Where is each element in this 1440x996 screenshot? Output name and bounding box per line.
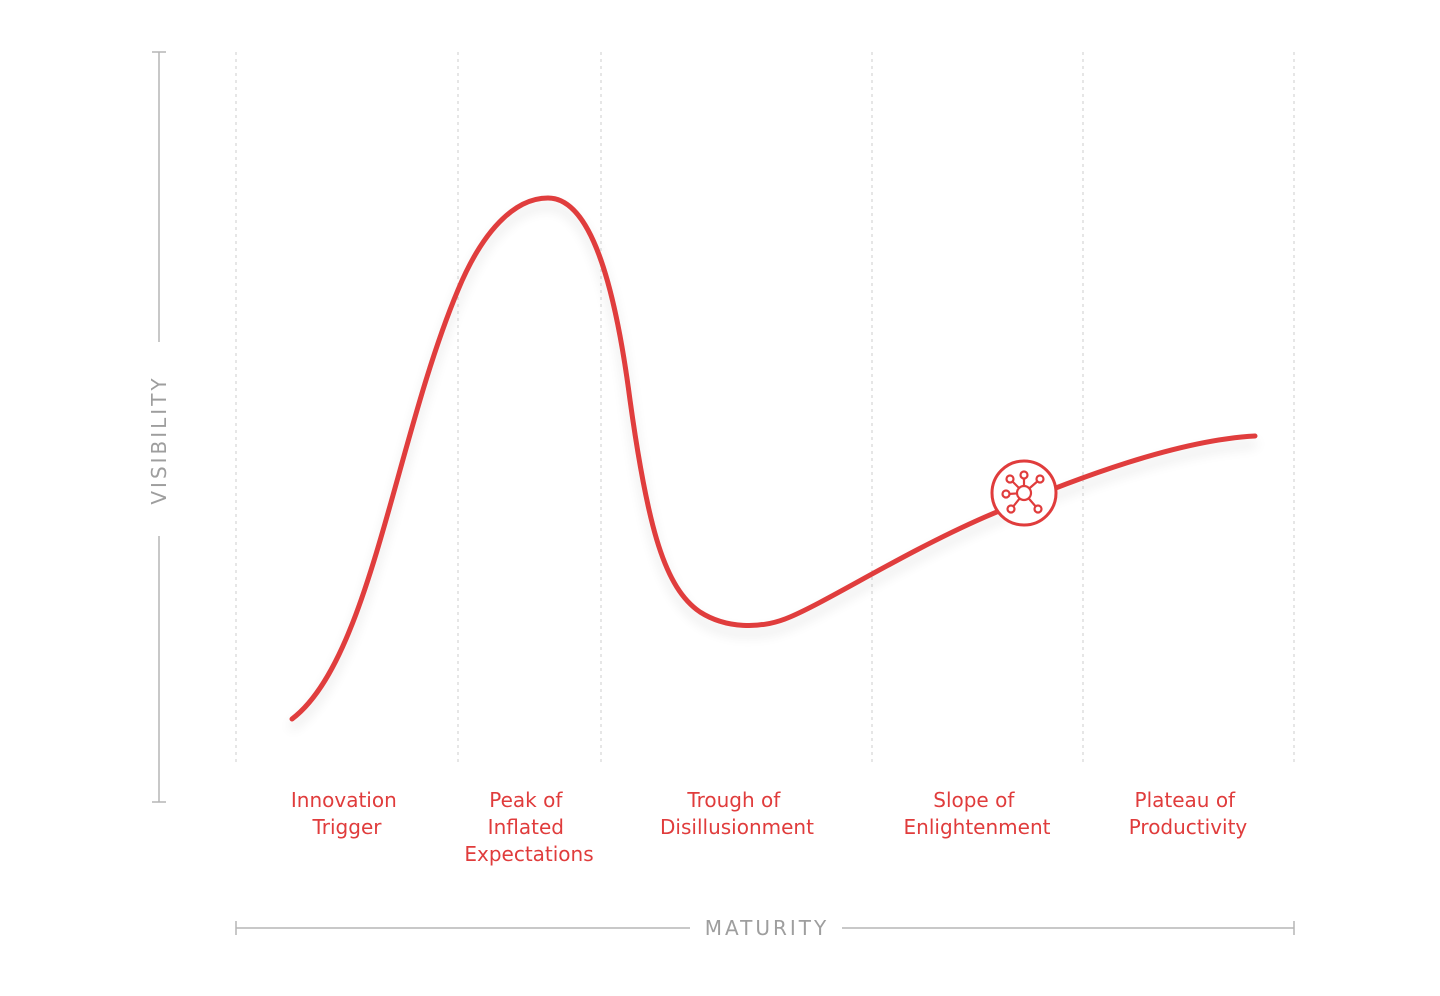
y-axis: VISIBILITY (147, 51, 171, 803)
phase-marker (990, 459, 1058, 527)
phase-label-trough-of-disillusionment: Trough of Disillusionment (660, 788, 814, 839)
y-axis-label: VISIBILITY (147, 375, 171, 504)
phase-dividers (235, 52, 1295, 762)
hype-curve (289, 195, 1258, 722)
phase-labels: Innovation Trigger Peak of Inflated Expe… (291, 788, 1248, 866)
x-axis: MATURITY (235, 916, 1295, 940)
phase-label-peak-of-inflated-expectations: Peak of Inflated Expectations (464, 788, 593, 866)
phase-label-innovation-trigger: Innovation Trigger (291, 788, 403, 839)
x-axis-label: MATURITY (705, 916, 829, 940)
phase-label-plateau-of-productivity: Plateau of Productivity (1129, 788, 1248, 839)
network-hub-icon (1001, 470, 1045, 514)
phase-label-slope-of-enlightenment: Slope of Enlightenment (904, 788, 1051, 839)
